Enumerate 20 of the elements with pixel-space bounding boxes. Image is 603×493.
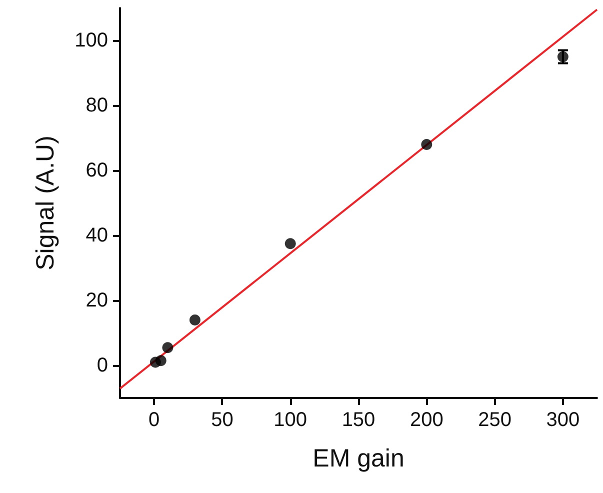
y-tick-label: 80 xyxy=(86,94,108,116)
y-tick-label: 40 xyxy=(86,224,108,246)
point xyxy=(284,238,296,250)
y-tick-label: 60 xyxy=(86,160,108,182)
x-tick-label: 0 xyxy=(148,409,160,431)
x-tick-label: 150 xyxy=(342,409,376,431)
y-tick-label: 0 xyxy=(96,354,108,376)
x-tick-label: 50 xyxy=(211,409,234,431)
point xyxy=(189,314,200,326)
x-tick-label: 250 xyxy=(478,409,512,431)
y-tick-label: 100 xyxy=(74,30,108,52)
point xyxy=(162,342,174,354)
y-axis-title: Signal (A.U) xyxy=(32,136,60,270)
point xyxy=(421,139,432,150)
point xyxy=(155,355,166,366)
x-tick-label: 100 xyxy=(274,409,308,431)
y-tick-label: 20 xyxy=(86,290,108,312)
x-axis-title: EM gain xyxy=(312,444,404,472)
x-tick-label: 200 xyxy=(410,409,444,431)
x-tick-label: 300 xyxy=(546,409,580,431)
